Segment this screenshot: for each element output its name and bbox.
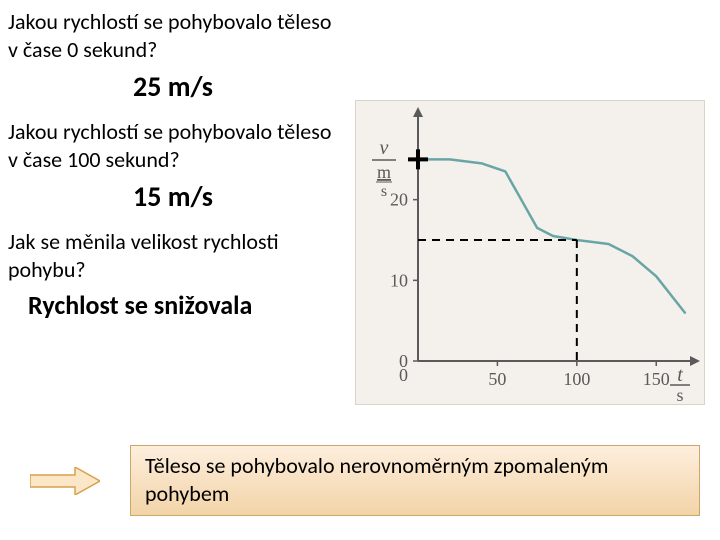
answer-1: 25 m/s — [8, 69, 338, 104]
answer-2: 15 m/s — [8, 179, 338, 214]
svg-text:50: 50 — [488, 369, 506, 389]
question-2: Jakou rychlostí se pohybovalo těleso v č… — [8, 118, 338, 173]
svg-text:s: s — [676, 385, 683, 405]
answer-3: Rychlost se snižovala — [28, 289, 338, 321]
question-3: Jak se měnila velikost rychlosti pohybu? — [8, 228, 338, 283]
svg-text:20: 20 — [390, 190, 408, 210]
svg-text:10: 10 — [390, 270, 408, 290]
svg-text:0: 0 — [399, 365, 408, 385]
velocity-time-chart: 01020501001500vmsts — [355, 100, 705, 405]
svg-text:m: m — [377, 162, 391, 182]
conclusion-text: Těleso se pohybovalo nerovnoměrným zpoma… — [130, 445, 700, 516]
svg-text:100: 100 — [563, 369, 590, 389]
svg-text:t: t — [677, 364, 683, 386]
question-1: Jakou rychlostí se pohybovalo těleso v č… — [8, 8, 338, 63]
svg-text:150: 150 — [643, 369, 670, 389]
svg-text:v: v — [380, 137, 389, 159]
arrow-icon — [30, 467, 100, 495]
svg-text:s: s — [381, 183, 387, 200]
